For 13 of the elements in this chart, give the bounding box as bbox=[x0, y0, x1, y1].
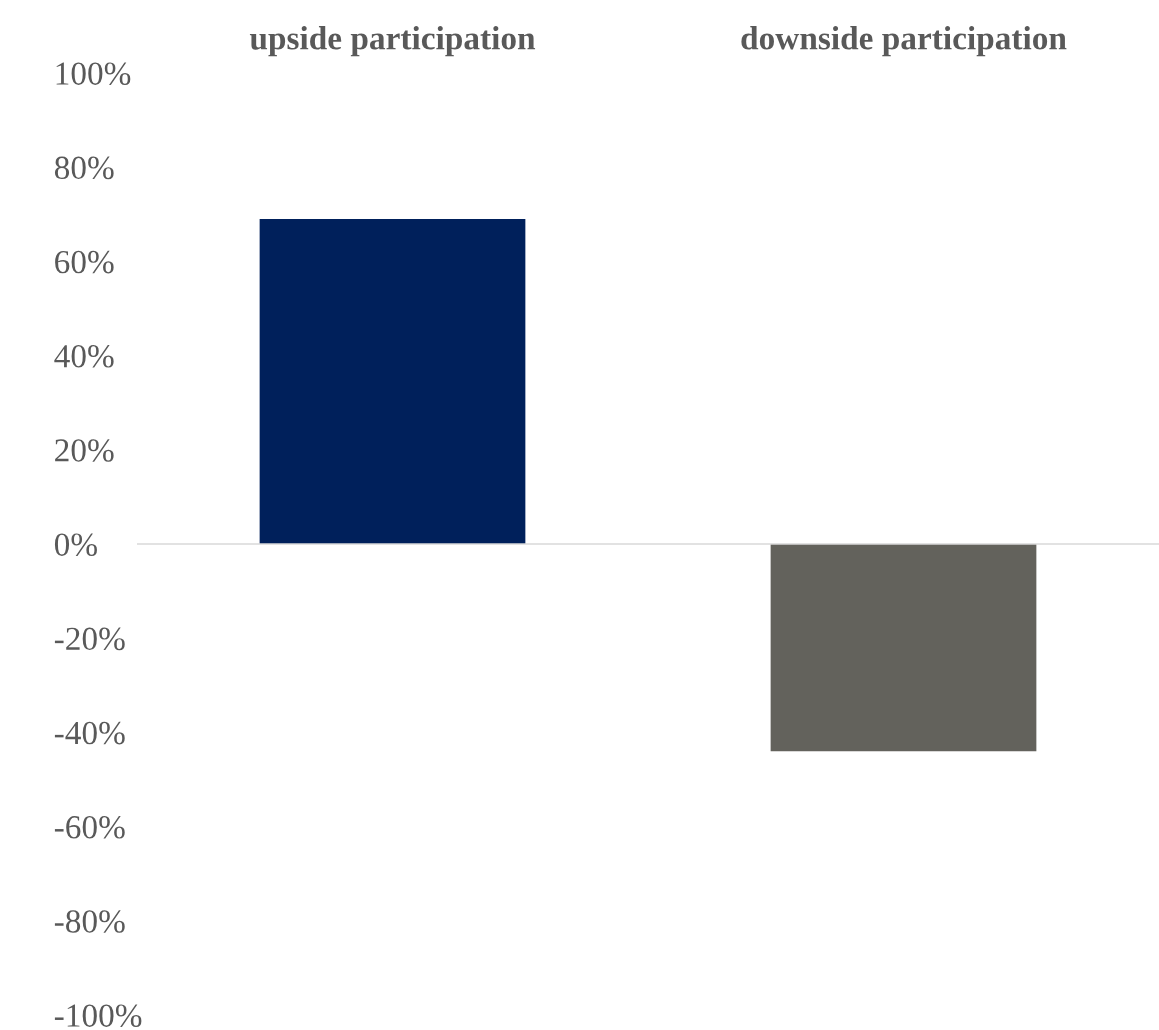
y-tick-label: -40% bbox=[54, 721, 125, 745]
y-tick-label: 0% bbox=[54, 533, 97, 556]
y-tick-label: 40% bbox=[54, 345, 114, 368]
y-tick-label: 80% bbox=[54, 156, 114, 180]
y-tick-label: 60% bbox=[55, 250, 114, 274]
y-tick-label: -80% bbox=[54, 910, 125, 933]
x-tick-label: upside participation bbox=[249, 26, 536, 57]
y-tick-label: 100% bbox=[56, 62, 131, 85]
x-tick-label: downside participation bbox=[741, 26, 1067, 57]
y-tick-label: -60% bbox=[54, 816, 125, 839]
y-tick-label: -20% bbox=[54, 627, 125, 651]
y-tick-label: -100% bbox=[54, 1004, 142, 1027]
y-tick-label: 20% bbox=[55, 439, 114, 462]
